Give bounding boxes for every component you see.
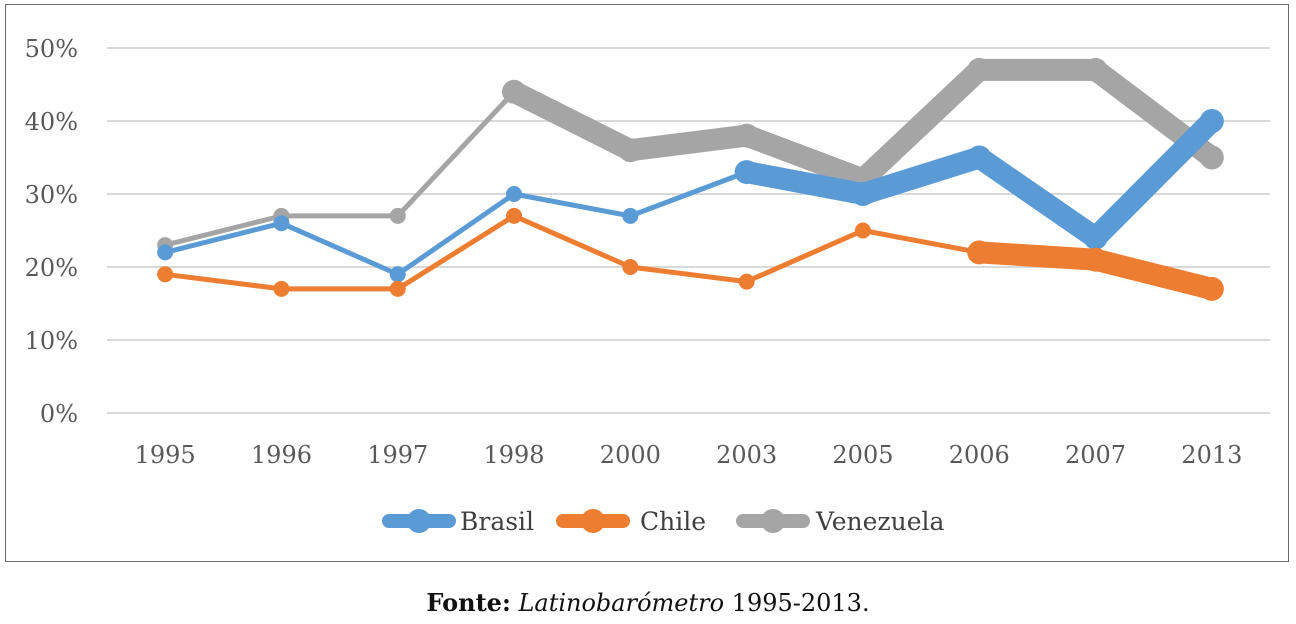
series-segment <box>278 220 401 277</box>
data-point <box>1083 225 1108 250</box>
series-segment <box>851 58 991 191</box>
data-point <box>1199 276 1224 301</box>
x-tick-label: 1996 <box>251 441 312 469</box>
data-point <box>734 160 759 185</box>
data-point <box>967 145 992 170</box>
data-point <box>622 207 639 224</box>
x-tick-label: 2006 <box>949 441 1010 469</box>
data-point <box>1199 145 1224 170</box>
series-segment <box>511 213 633 270</box>
data-point <box>854 222 871 239</box>
series-segment <box>735 124 874 191</box>
data-point <box>618 138 643 163</box>
data-point <box>273 215 290 232</box>
legend-label: Brasil <box>460 507 534 536</box>
x-tick-label: 2007 <box>1065 441 1126 469</box>
line-chart: 0% 10% 20% 30% 40% 50% 1995 1996 1997 1998 2000 20… <box>25 35 1270 536</box>
legend-item-chile: Chile <box>556 507 706 536</box>
series-segment <box>395 191 517 277</box>
legend-swatch-marker <box>581 509 605 533</box>
x-axis-ticks: 1995 1996 1997 1998 2000 2003 2005 2006 2007 2013 <box>135 441 1243 469</box>
data-point <box>389 207 406 224</box>
legend-label: Chile <box>640 507 706 536</box>
caption-rest: 1995-2013. <box>724 589 870 617</box>
data-point <box>734 123 759 148</box>
series-segment <box>162 271 284 292</box>
series-segment <box>395 89 517 219</box>
y-tick-label: 30% <box>25 181 78 209</box>
x-tick-label: 2003 <box>716 441 777 469</box>
data-point <box>506 207 523 224</box>
data-point <box>850 182 875 206</box>
source-caption: Fonte: Latinobarómetro 1995-2013. <box>0 588 1296 617</box>
series-segment <box>503 80 642 162</box>
series-segment <box>735 161 874 205</box>
series-segment <box>395 213 517 292</box>
data-point <box>157 244 174 261</box>
data-point <box>1083 247 1108 272</box>
series-segment <box>1084 110 1223 249</box>
series-segment <box>627 169 750 219</box>
data-point <box>389 280 406 297</box>
data-point <box>157 266 174 283</box>
series-segment <box>162 213 284 248</box>
x-tick-label: 1998 <box>484 441 545 469</box>
x-tick-label: 2000 <box>600 441 661 469</box>
data-point <box>738 273 755 290</box>
series-segment <box>851 146 991 205</box>
data-point <box>622 259 639 275</box>
series-venezuela <box>157 57 1224 254</box>
data-point <box>967 57 992 82</box>
legend-swatch-marker <box>407 509 431 533</box>
x-tick-label: 2013 <box>1181 441 1242 469</box>
caption-italic: Latinobarómetro <box>518 589 725 617</box>
series-segment <box>968 146 1107 249</box>
series-segment <box>744 228 866 285</box>
legend-label: Venezuela <box>815 507 945 536</box>
series-segment <box>619 124 758 162</box>
caption-bold: Fonte: <box>426 588 511 617</box>
data-point <box>1199 109 1224 133</box>
gridlines <box>107 47 1270 414</box>
y-tick-label: 10% <box>25 327 78 355</box>
series-brasil <box>157 109 1224 283</box>
y-tick-label: 40% <box>25 108 78 136</box>
data-point <box>502 79 527 104</box>
series-segment <box>860 228 982 255</box>
series-segment <box>968 241 1107 271</box>
data-point <box>273 280 290 297</box>
legend-swatch-marker <box>761 509 785 533</box>
data-point <box>389 266 406 283</box>
legend-item-brasil: Brasil <box>382 507 534 536</box>
y-axis-ticks: 0% 10% 20% 30% 40% 50% <box>25 35 78 428</box>
y-tick-label: 20% <box>25 254 78 282</box>
series-segment <box>627 264 750 285</box>
legend: Brasil Chile Venezuela <box>382 507 945 536</box>
x-tick-label: 1997 <box>367 441 428 469</box>
x-tick-label: 1995 <box>135 441 196 469</box>
series-segment <box>511 191 633 219</box>
data-point <box>967 240 992 265</box>
data-point <box>506 186 523 202</box>
series-chile <box>157 207 1224 301</box>
y-tick-label: 50% <box>25 35 78 63</box>
legend-item-venezuela: Venezuela <box>736 507 945 536</box>
series-segment <box>162 220 284 255</box>
series-lines <box>157 57 1224 301</box>
data-point <box>1083 57 1108 82</box>
series-segment <box>1084 248 1223 300</box>
x-tick-label: 2005 <box>832 441 893 469</box>
y-tick-label: 0% <box>40 400 78 428</box>
